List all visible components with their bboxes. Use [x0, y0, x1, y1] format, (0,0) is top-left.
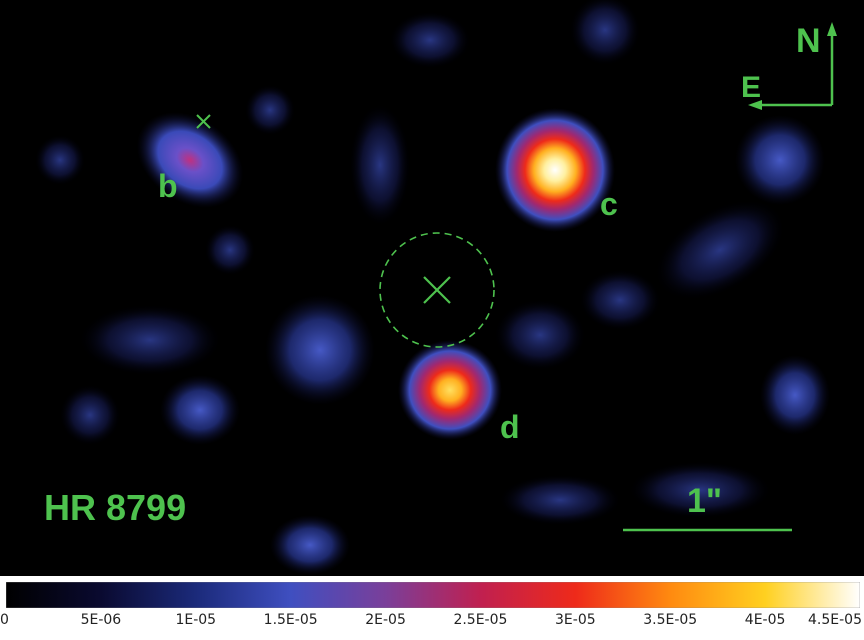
colorbar-tick-label: 2.5E-05 [453, 612, 508, 628]
colorbar-tick-label: 3E-05 [555, 612, 596, 628]
colorbar-tick-label: 1.5E-05 [263, 612, 318, 628]
planet-b-blob [136, 112, 244, 208]
planet-c-blob [495, 108, 615, 232]
star-mask-circle [379, 232, 495, 348]
target-name: HR 8799 [44, 487, 186, 528]
planet-label-c: c [600, 186, 618, 222]
colorbar-tick-label: 4E-05 [744, 612, 786, 628]
scale-bar-label: 1" [687, 482, 722, 520]
planet-d-blob [398, 340, 502, 440]
colorbar-tick-label: 3.5E-05 [643, 612, 698, 628]
colorbar-tick-label: 4.5E-05 [808, 612, 862, 628]
colorbar-tick-label: 5E-06 [80, 612, 122, 628]
compass-east-label: E [741, 71, 761, 104]
planet-label-b: b [158, 168, 178, 204]
background-noise [35, 0, 830, 575]
compass-north-label: N [796, 22, 821, 60]
observation-image: b c d HR 8799 N E 1" [0, 0, 864, 576]
planet-label-d: d [500, 409, 520, 445]
colorbar [6, 582, 860, 608]
compass-rose [748, 22, 837, 110]
colorbar-tick-label: 0 [0, 612, 9, 628]
colorbar-tick-label: 2E-05 [365, 612, 406, 628]
colorbar-tick-label: 1E-05 [175, 612, 217, 628]
star-cross-marker [423, 276, 451, 304]
planet-b-cross-marker [196, 114, 211, 129]
